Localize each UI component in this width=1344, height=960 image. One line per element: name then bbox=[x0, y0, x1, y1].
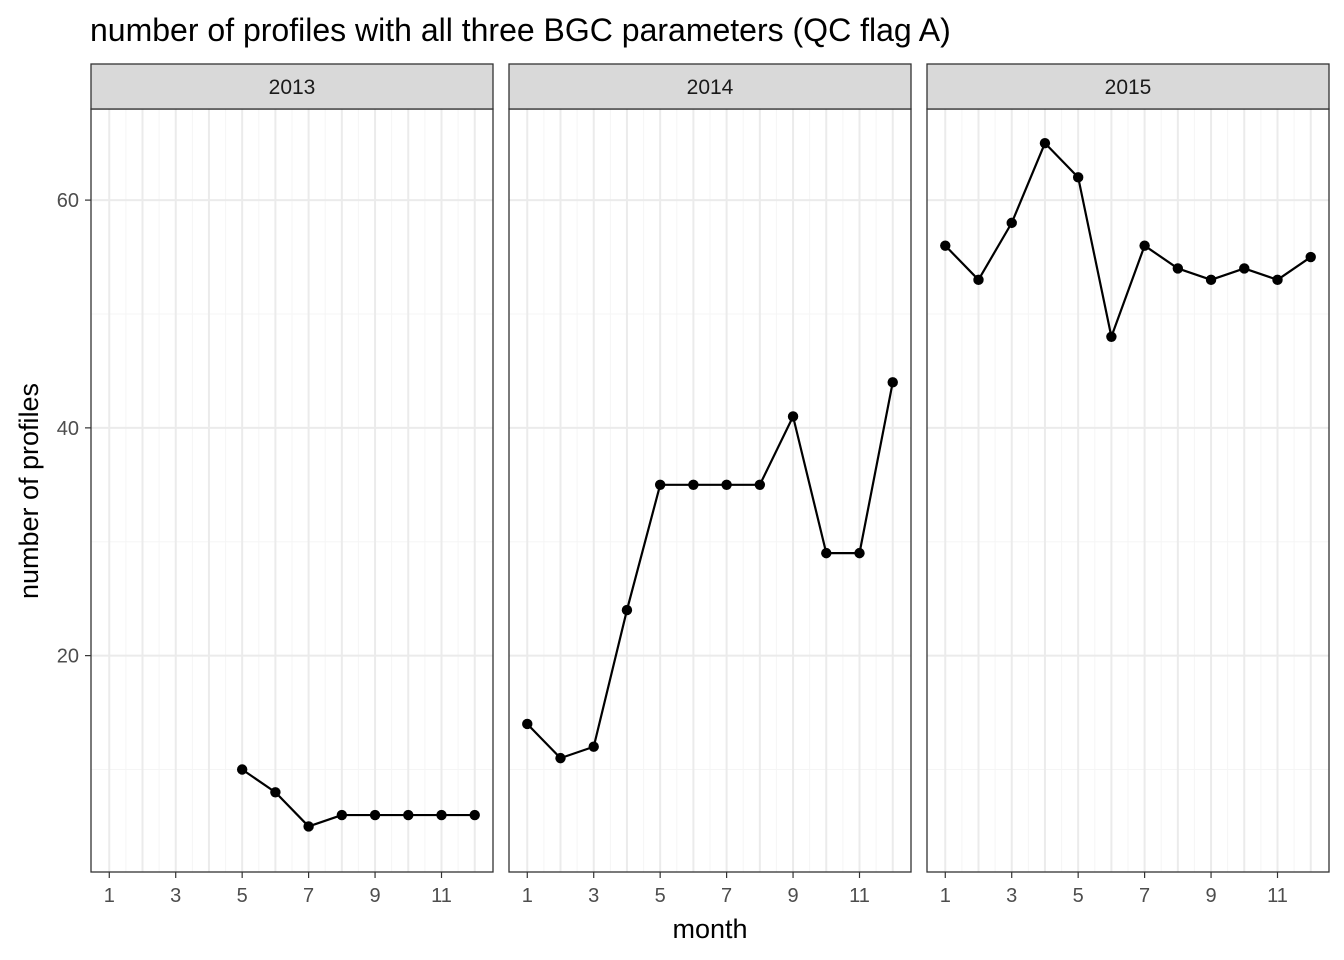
data-point-2014-7 bbox=[721, 479, 732, 491]
y-tick-label: 40 bbox=[57, 418, 79, 440]
facet-panels: 2013 1 3 5 7 9 11 2014 1 3 5 7 9 11 2015 1 3 5 7 9 11 bbox=[90, 63, 1330, 907]
data-point-2015-4 bbox=[1039, 137, 1051, 149]
series-line-2014 bbox=[526, 382, 894, 760]
chart-title: number of profiles with all three BGC pa… bbox=[90, 12, 951, 48]
x-tick-label: 9 bbox=[1205, 885, 1216, 907]
data-point-2014-6 bbox=[688, 479, 699, 491]
data-point-2014-2 bbox=[555, 752, 566, 764]
facet-strip bbox=[926, 63, 1330, 110]
data-point-2015-10 bbox=[1239, 263, 1250, 274]
x-tick-label: 1 bbox=[104, 885, 115, 907]
data-point-2013-7 bbox=[303, 821, 314, 832]
series-line-2015 bbox=[944, 142, 1312, 338]
data-point-2015-5 bbox=[1072, 172, 1084, 183]
facet-panel-2014: 2014 1 3 5 7 9 11 bbox=[508, 63, 912, 907]
x-tick-label: 7 bbox=[721, 885, 732, 907]
facet-strip-label: 2015 bbox=[1105, 76, 1152, 99]
data-point-2015-12 bbox=[1305, 251, 1316, 263]
data-point-2014-5 bbox=[654, 479, 666, 491]
x-tick-label: 1 bbox=[940, 885, 951, 907]
y-axis-ticks: 20 40 60 bbox=[57, 190, 91, 668]
data-point-2015-7 bbox=[1139, 240, 1150, 251]
data-point-2015-2 bbox=[973, 274, 984, 286]
data-point-2013-6 bbox=[270, 787, 281, 798]
x-tick-label: 5 bbox=[655, 885, 666, 907]
data-point-2014-4 bbox=[621, 604, 633, 616]
x-tick-label: 3 bbox=[1006, 885, 1017, 907]
series-line-2013 bbox=[241, 768, 475, 828]
x-axis-title: month bbox=[672, 914, 747, 944]
y-tick-label: 20 bbox=[57, 646, 79, 668]
data-point-2014-12 bbox=[887, 377, 898, 388]
x-tick-label: 7 bbox=[1139, 885, 1150, 907]
facet-panel-2015: 2015 1 3 5 7 9 11 bbox=[926, 63, 1330, 907]
data-point-2015-9 bbox=[1205, 274, 1217, 286]
data-point-2013-11 bbox=[436, 809, 447, 821]
facet-strip-label: 2013 bbox=[269, 76, 316, 99]
facet-panel-2013: 2013 1 3 5 7 9 11 bbox=[90, 63, 494, 907]
x-tick-label: 11 bbox=[849, 885, 870, 907]
data-point-2015-11 bbox=[1272, 274, 1283, 286]
data-point-2013-5 bbox=[236, 764, 248, 775]
x-tick-label: 3 bbox=[588, 885, 599, 907]
facet-strip bbox=[508, 63, 912, 110]
data-point-2013-10 bbox=[403, 809, 414, 821]
data-point-2013-8 bbox=[336, 809, 348, 821]
x-tick-label: 1 bbox=[522, 885, 533, 907]
x-tick-label: 7 bbox=[303, 885, 314, 907]
data-point-2013-12 bbox=[469, 809, 480, 821]
facet-strip bbox=[90, 63, 494, 110]
y-tick-label: 60 bbox=[57, 190, 79, 212]
facet-strip-label: 2014 bbox=[687, 76, 734, 99]
y-axis-title: number of profiles bbox=[14, 383, 44, 599]
data-point-2013-9 bbox=[369, 809, 381, 821]
data-point-2014-3 bbox=[588, 741, 599, 752]
x-tick-label: 5 bbox=[1073, 885, 1084, 907]
x-tick-label: 11 bbox=[1267, 885, 1288, 907]
x-tick-label: 9 bbox=[369, 885, 380, 907]
data-point-2014-9 bbox=[787, 411, 799, 422]
data-point-2014-11 bbox=[854, 547, 865, 559]
data-point-2015-1 bbox=[940, 240, 951, 251]
x-tick-label: 5 bbox=[237, 885, 248, 907]
x-tick-label: 3 bbox=[170, 885, 181, 907]
data-point-2014-10 bbox=[821, 547, 832, 559]
data-point-2015-6 bbox=[1106, 331, 1117, 342]
x-tick-label: 11 bbox=[431, 885, 452, 907]
data-point-2014-8 bbox=[754, 479, 766, 491]
data-point-2015-3 bbox=[1006, 217, 1017, 229]
x-tick-label: 9 bbox=[787, 885, 798, 907]
data-point-2014-1 bbox=[522, 718, 533, 730]
data-point-2015-8 bbox=[1172, 263, 1184, 274]
